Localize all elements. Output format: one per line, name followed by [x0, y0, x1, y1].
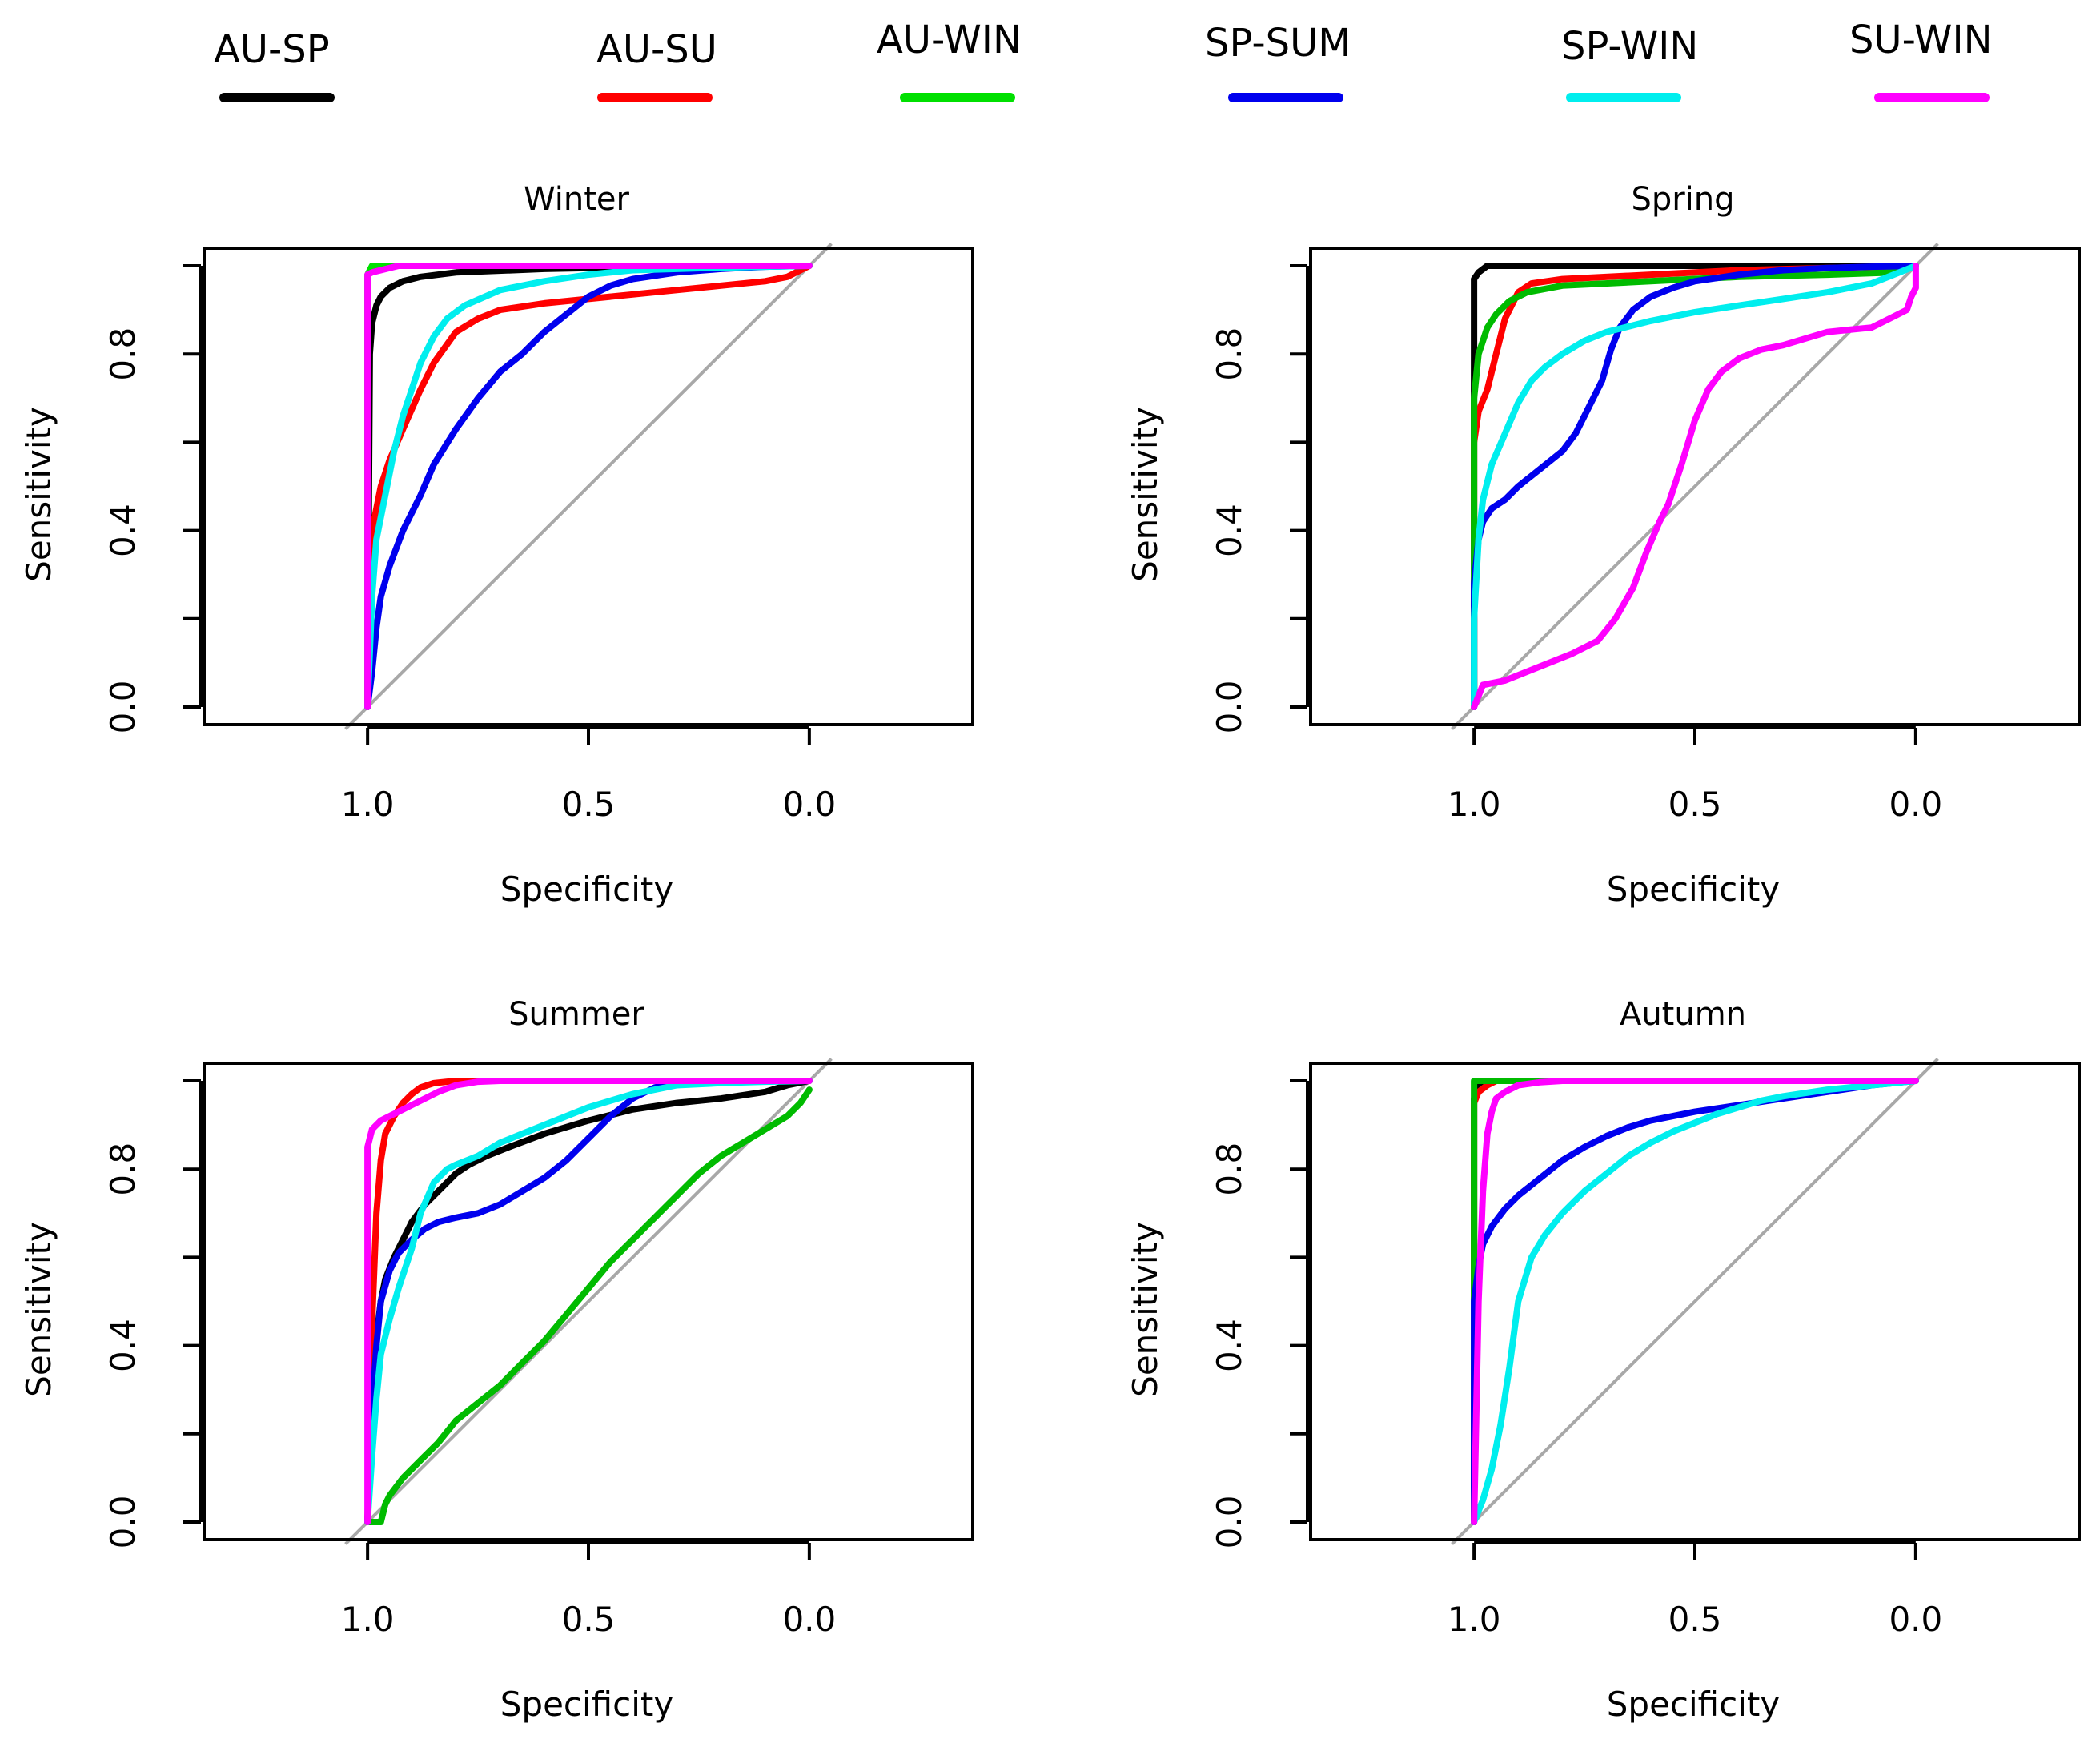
- series-line-su-win: [364, 263, 813, 710]
- y-tick-label: 0.0: [103, 1496, 143, 1549]
- legend-item-su-win: SU-WIN: [1849, 18, 1993, 102]
- reference-diagonal: [1451, 243, 1939, 730]
- x-tick-label: 0.5: [562, 785, 616, 824]
- x-tick-label: 1.0: [341, 1600, 395, 1639]
- series-line-sp-win: [1471, 263, 1919, 710]
- panel-winter: Winter 1.0 0.5 0.0 Specificity 0.0 0.4 0.8 Sensi…: [19, 181, 974, 909]
- x-axis-label: Specificity: [500, 869, 673, 909]
- panel-title: Autumn: [1620, 996, 1746, 1033]
- series-group: [1471, 1078, 1919, 1525]
- panel-summer: Summer 1.0 0.5 0.0 Specificity 0.0 0.4 0.8 Sensi…: [19, 996, 974, 1724]
- y-tick-label: 0.4: [103, 1319, 143, 1372]
- legend-label: AU-SP: [214, 27, 330, 72]
- legend-label: SU-WIN: [1849, 18, 1993, 62]
- x-axis-label: Specificity: [1607, 1685, 1780, 1724]
- series-line-sp-win: [364, 1078, 813, 1525]
- legend-label: SP-SUM: [1205, 21, 1351, 66]
- y-tick-label: 0.0: [1210, 1496, 1249, 1549]
- x-axis-label: Specificity: [500, 1685, 673, 1724]
- panels: Winter 1.0 0.5 0.0 Specificity 0.0 0.4 0.8 Sensi…: [19, 181, 2081, 1724]
- legend-label: AU-SU: [596, 27, 717, 72]
- series-line-au-win: [364, 1086, 813, 1525]
- x-tick-label: 0.5: [562, 1600, 616, 1639]
- series-group: [364, 263, 813, 710]
- x-tick-label: 0.5: [1668, 785, 1722, 824]
- y-tick-label: 0.8: [1210, 327, 1249, 381]
- x-tick-label: 0.0: [1889, 785, 1942, 824]
- plot-frame: [203, 1062, 974, 1541]
- series-line-au-sp: [1471, 263, 1919, 710]
- y-tick-label: 0.8: [103, 327, 143, 381]
- legend-item-au-win: AU-WIN: [877, 18, 1022, 102]
- legend-label: SP-WIN: [1561, 24, 1698, 69]
- y-axis-label: Sensitivity: [1126, 407, 1165, 582]
- y-axis: 0.0 0.4 0.8: [1210, 1079, 1309, 1549]
- y-tick-label: 0.8: [103, 1143, 143, 1196]
- y-tick-label: 0.8: [1210, 1143, 1249, 1196]
- y-tick-label: 0.0: [103, 681, 143, 734]
- plot-frame: [1309, 1062, 2081, 1541]
- legend-label: AU-WIN: [877, 18, 1022, 62]
- y-axis-label: Sensitivity: [19, 407, 58, 582]
- series-line-su-win: [364, 1078, 813, 1525]
- x-tick-label: 0.0: [782, 785, 836, 824]
- x-tick-label: 1.0: [1448, 785, 1501, 824]
- series-line-sp-sum: [364, 263, 813, 710]
- plot-frame: [203, 247, 974, 726]
- x-axis: 1.0 0.5 0.0: [1448, 726, 1942, 824]
- x-axis: 1.0 0.5 0.0: [341, 1541, 836, 1639]
- panel-title: Spring: [1631, 181, 1734, 218]
- y-tick-label: 0.4: [1210, 1319, 1249, 1372]
- panel-autumn: Autumn 1.0 0.5 0.0 Specificity 0.0 0.4 0.8 Sensi…: [1126, 996, 2081, 1724]
- x-tick-label: 0.5: [1668, 1600, 1722, 1639]
- y-axis-label: Sensitivity: [1126, 1222, 1165, 1397]
- y-axis-label: Sensitivity: [19, 1222, 58, 1397]
- panel-spring: Spring 1.0 0.5 0.0 Specificity 0.0 0.4 0.8 Sensi…: [1126, 181, 2081, 909]
- panel-title: Summer: [508, 996, 644, 1033]
- series-line-au-su: [1471, 263, 1919, 710]
- reference-diagonal: [1451, 1058, 1939, 1545]
- panel-title: Winter: [524, 181, 629, 218]
- x-tick-label: 0.0: [1889, 1600, 1942, 1639]
- legend-item-au-sp: AU-SP: [214, 27, 335, 102]
- y-axis: 0.0 0.4 0.8: [1210, 264, 1309, 734]
- x-axis-label: Specificity: [1607, 869, 1780, 909]
- x-tick-label: 1.0: [1448, 1600, 1501, 1639]
- series-line-su-win: [1471, 263, 1919, 710]
- legend-item-sp-sum: SP-SUM: [1205, 21, 1351, 102]
- y-axis: 0.0 0.4 0.8: [103, 1079, 203, 1549]
- series-line-au-win: [1471, 263, 1919, 710]
- series-line-sp-win: [1471, 1078, 1919, 1525]
- x-axis: 1.0 0.5 0.0: [341, 726, 836, 824]
- y-tick-label: 0.0: [1210, 681, 1249, 734]
- x-axis: 1.0 0.5 0.0: [1448, 1541, 1942, 1639]
- legend-item-sp-win: SP-WIN: [1561, 24, 1698, 102]
- legend-item-au-su: AU-SU: [596, 27, 717, 102]
- series-group: [364, 1078, 813, 1525]
- plot-frame: [1309, 247, 2081, 726]
- y-tick-label: 0.4: [1210, 504, 1249, 557]
- y-tick-label: 0.4: [103, 504, 143, 557]
- y-axis: 0.0 0.4 0.8: [103, 264, 203, 734]
- series-group: [1471, 263, 1919, 710]
- legend: AU-SP AU-SU AU-WIN SP-SUM SP-WIN SU-WIN: [214, 18, 1993, 102]
- x-tick-label: 0.0: [782, 1600, 836, 1639]
- x-tick-label: 1.0: [341, 785, 395, 824]
- series-line-su-win: [1471, 1078, 1919, 1525]
- reference-diagonal: [344, 243, 833, 730]
- series-line-sp-sum: [1471, 263, 1919, 710]
